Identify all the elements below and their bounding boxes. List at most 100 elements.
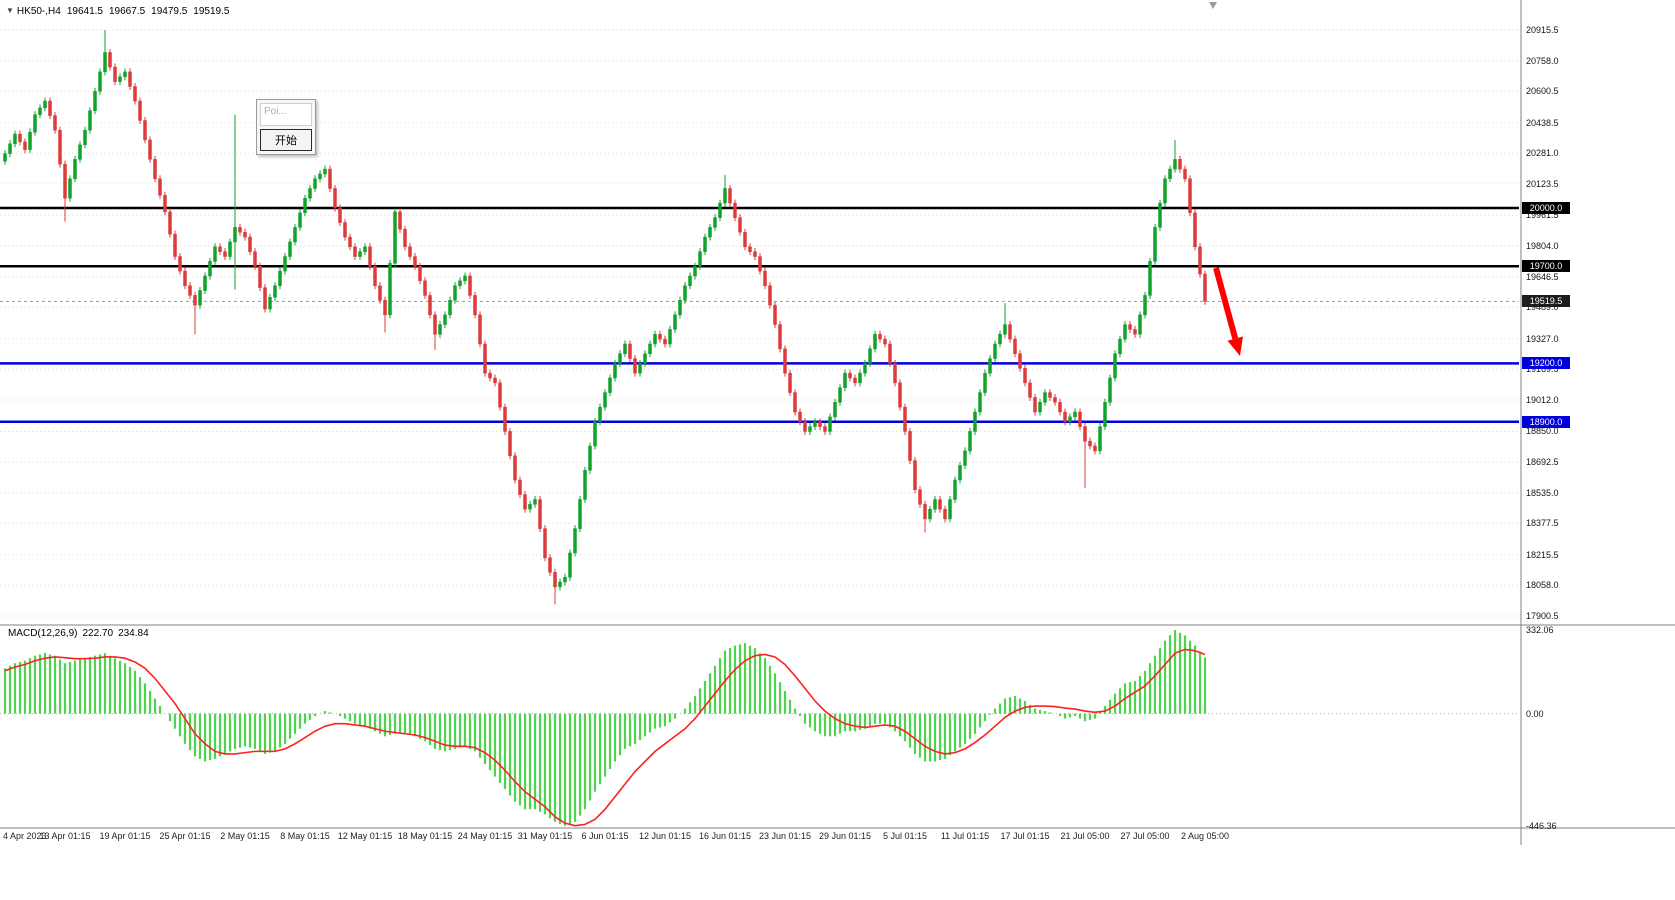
candle-body: [1168, 168, 1172, 180]
candle-body: [518, 479, 522, 495]
start-button[interactable]: 开始: [260, 129, 312, 151]
trend-arrow-head[interactable]: [1227, 336, 1243, 356]
candle-body: [533, 499, 537, 505]
candle-body: [228, 241, 232, 257]
candle-body: [463, 275, 467, 282]
candle-body: [613, 363, 617, 379]
candle-body: [73, 159, 77, 180]
candle-body: [253, 251, 257, 267]
candle-body: [978, 392, 982, 413]
candle-body: [988, 358, 992, 374]
candle-body: [593, 421, 597, 447]
candle-body: [233, 227, 237, 243]
candle-body: [203, 275, 207, 291]
candle-body: [648, 343, 652, 354]
candle-body: [418, 265, 422, 282]
candle-body: [118, 76, 122, 82]
candle-body: [1188, 178, 1192, 214]
candle-body: [488, 372, 492, 379]
macd-signal-line: [4, 648, 1206, 827]
trend-arrow-shaft[interactable]: [1213, 267, 1239, 340]
candle-body: [28, 131, 32, 150]
candle-body: [308, 188, 312, 199]
candle-body: [688, 275, 692, 286]
candle-body: [403, 229, 407, 248]
candle-body: [868, 348, 872, 364]
candle-body: [443, 314, 447, 325]
candle-body: [663, 338, 667, 345]
candle-body: [778, 324, 782, 350]
candle-body: [998, 334, 1002, 345]
candle-body: [133, 86, 137, 102]
candle-body: [1173, 159, 1177, 170]
candle-body: [128, 71, 132, 87]
candle-body: [763, 270, 767, 286]
candle-body: [493, 377, 497, 384]
candle-body: [633, 358, 637, 374]
candle-body: [213, 246, 217, 262]
candle-body: [598, 406, 602, 422]
candle-body: [1018, 353, 1022, 369]
candle-body: [38, 107, 42, 115]
candle-body: [1183, 168, 1187, 180]
candle-body: [298, 212, 302, 228]
candle-body: [1048, 392, 1052, 398]
candle-body: [413, 256, 417, 267]
candle-body: [1058, 402, 1062, 413]
candle-body: [148, 139, 152, 160]
candle-body: [1063, 411, 1067, 422]
candle-body: [1198, 246, 1202, 275]
candle-body: [358, 251, 362, 257]
candle-body: [1093, 445, 1097, 452]
macd-name: MACD(12,26,9): [8, 628, 78, 639]
expand-arrow-icon[interactable]: ▼: [6, 6, 14, 15]
candle-body: [378, 285, 382, 301]
candle-body: [848, 372, 852, 379]
candle-body: [758, 256, 762, 272]
candle-body: [603, 392, 607, 408]
candle-body: [548, 557, 552, 573]
candle-body: [673, 314, 677, 330]
candle-body: [313, 178, 317, 189]
candle-body: [1013, 338, 1017, 354]
candle-body: [63, 163, 67, 199]
candle-body: [1083, 426, 1087, 442]
candle-body: [898, 382, 902, 408]
ohlc-close: 19519.5: [193, 6, 230, 17]
candle-body: [538, 499, 542, 529]
candle-body: [1133, 329, 1137, 335]
candle-body: [1163, 178, 1167, 204]
candle-body: [713, 217, 717, 228]
candle-body: [928, 508, 932, 520]
candle-body: [1158, 202, 1162, 228]
candle-body: [958, 465, 962, 481]
candle-body: [558, 581, 562, 588]
candle-body: [738, 217, 742, 233]
candle-body: [883, 338, 887, 345]
candle-body: [543, 528, 547, 559]
candle-body: [943, 508, 947, 520]
candle-body: [43, 100, 47, 109]
candle-body: [218, 246, 222, 252]
candle-body: [1193, 212, 1197, 248]
candle-body: [693, 265, 697, 277]
macd-indicator-label: MACD(12,26,9) 222.70 234.84: [8, 628, 149, 639]
candle-body: [163, 195, 167, 213]
candle-body: [1108, 377, 1112, 403]
candle-body: [153, 159, 157, 180]
candle-body: [48, 100, 52, 116]
candle-body: [508, 431, 512, 456]
candle-body: [938, 499, 942, 510]
candle-body: [18, 133, 22, 143]
candle-body: [1148, 261, 1152, 296]
candle-body: [368, 246, 372, 267]
candle-body: [873, 334, 877, 350]
candle-body: [643, 353, 647, 364]
candle-body: [1153, 227, 1157, 262]
candle-body: [243, 231, 247, 238]
chart-title: ▼ HK50-,H4 19641.5 19667.5 19479.5 19519.5: [6, 6, 229, 17]
candle-body: [393, 211, 397, 264]
candle-body: [1143, 295, 1147, 316]
candle-body: [173, 233, 177, 257]
